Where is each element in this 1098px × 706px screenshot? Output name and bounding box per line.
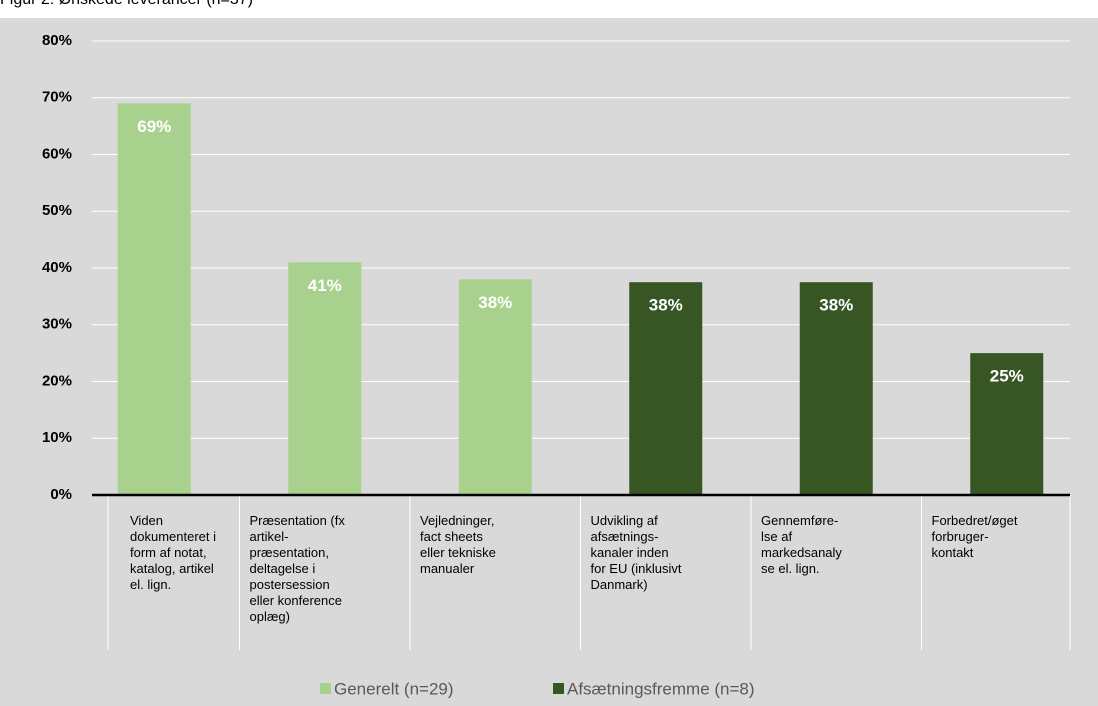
data-label: 41% bbox=[308, 276, 342, 295]
y-tick-label: 10% bbox=[42, 429, 72, 446]
y-tick-label: 60% bbox=[42, 145, 72, 162]
y-tick-label: 30% bbox=[42, 316, 72, 333]
x-tick-label: Viden dokumenteret i form af notat, kata… bbox=[130, 513, 216, 592]
data-label: 38% bbox=[819, 296, 853, 315]
x-tick-label: Forbedret/øget forbruger- kontakt bbox=[931, 513, 1018, 560]
x-tick-label: Udvikling af afsætnings- kanaler inden f… bbox=[590, 513, 682, 592]
legend-label: Generelt (n=29) bbox=[334, 679, 454, 698]
bar bbox=[629, 282, 703, 495]
y-tick-label: 40% bbox=[42, 259, 72, 276]
y-tick-label: 20% bbox=[42, 372, 72, 389]
chart-title: Figur 2: Ønskede leverancer (n=37) bbox=[0, 0, 253, 9]
bar bbox=[799, 282, 873, 495]
bar bbox=[288, 262, 362, 495]
data-label: 38% bbox=[649, 296, 683, 315]
y-tick-label: 50% bbox=[42, 202, 72, 219]
x-tick-label: Præsentation (fx artikel- præsentation, … bbox=[249, 513, 345, 624]
x-tick-label: Vejledninger, fact sheets eller tekniske… bbox=[420, 513, 496, 576]
data-label: 38% bbox=[478, 293, 512, 312]
legend-swatch bbox=[553, 683, 564, 694]
data-label: 25% bbox=[990, 367, 1024, 386]
y-tick-label: 80% bbox=[42, 32, 72, 49]
bar bbox=[117, 103, 191, 496]
y-tick-label: 70% bbox=[42, 89, 72, 106]
x-tick-label: Gennemføre- lse af markedsanaly se el. l… bbox=[761, 513, 842, 576]
y-tick-label: 0% bbox=[50, 486, 72, 503]
legend-swatch bbox=[320, 683, 331, 694]
bar bbox=[970, 353, 1044, 495]
data-label: 69% bbox=[137, 117, 171, 136]
bar bbox=[458, 279, 532, 495]
legend-label: Afsætningsfremme (n=8) bbox=[567, 679, 755, 698]
